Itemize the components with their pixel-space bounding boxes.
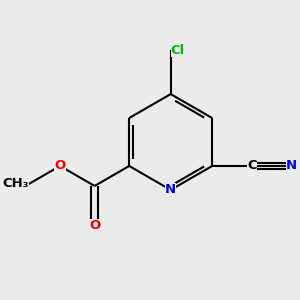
Text: CH₃: CH₃: [2, 177, 29, 190]
Text: O: O: [89, 219, 100, 232]
Text: N: N: [165, 183, 176, 196]
Text: O: O: [54, 160, 66, 172]
Text: C: C: [247, 160, 257, 172]
Text: N: N: [286, 160, 297, 172]
Text: Cl: Cl: [171, 44, 185, 57]
